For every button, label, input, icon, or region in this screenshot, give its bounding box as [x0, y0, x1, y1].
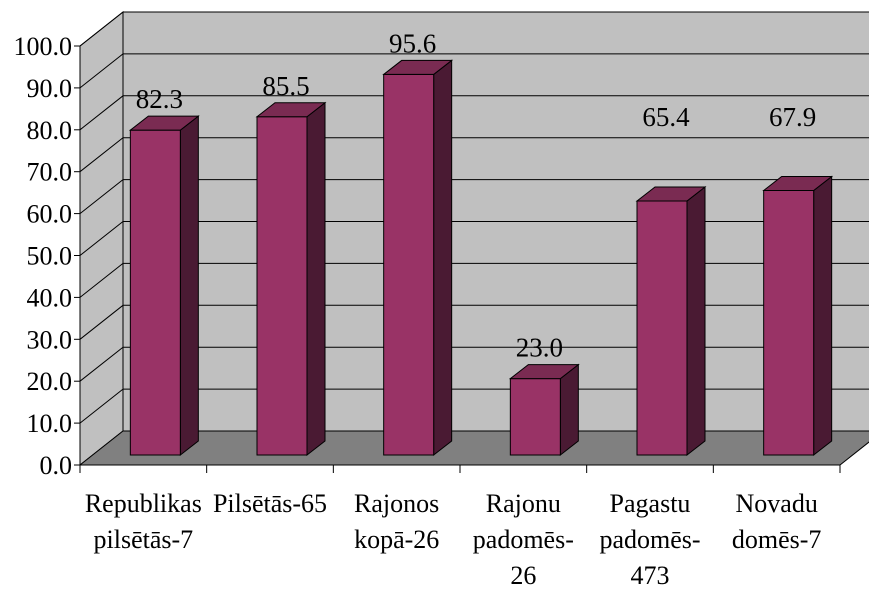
category-label: Rajonos kopā-26 — [354, 489, 439, 554]
data-label: 82.3 — [136, 84, 183, 114]
category-label-line: padomēs- — [473, 525, 574, 554]
data-label: 65.4 — [642, 102, 690, 132]
y-tick-label: 0.0 — [40, 451, 73, 480]
bar-top — [508, 364, 580, 380]
bar-front — [129, 129, 181, 456]
gridline — [79, 304, 869, 340]
gridline — [79, 262, 869, 298]
bar-top — [255, 102, 327, 118]
bar-front — [256, 116, 308, 456]
category-label-line: Rajonu — [486, 489, 561, 518]
bar-front — [763, 189, 815, 456]
bar-side — [306, 101, 326, 457]
y-tick-label: 50.0 — [27, 242, 73, 271]
category-label-line: Pilsētās-65 — [213, 489, 327, 518]
category-label-line: pilsētās-7 — [94, 525, 194, 554]
bar-front — [636, 200, 688, 456]
category-label: Novadu domēs-7 — [732, 489, 822, 554]
y-tick-label: 90.0 — [27, 74, 73, 103]
gridline — [79, 137, 869, 173]
gridline — [79, 11, 869, 47]
bar-top — [635, 186, 707, 202]
category-label-line: Pagastu — [610, 489, 691, 518]
bar-front — [509, 378, 561, 456]
y-tick-label: 10.0 — [27, 409, 73, 438]
gridline — [79, 179, 869, 214]
bar-side — [686, 185, 706, 457]
bar-front — [383, 73, 435, 456]
data-label: 67.9 — [769, 102, 816, 132]
y-tick-label: 40.0 — [27, 283, 73, 312]
bar-side — [813, 175, 833, 457]
category-label-line: 473 — [631, 561, 670, 590]
y-tick-label: 60.0 — [27, 200, 73, 229]
category-label: Republikas pilsētās-7 — [85, 489, 202, 554]
bar-series — [128, 59, 834, 457]
value-axis: 0.0 10.0 20.0 30.0 40.0 50.0 60.0 70.0 80.0 90.0 1… — [14, 32, 841, 480]
category-label: Rajonu padomēs- 26 — [473, 489, 574, 590]
bar-top — [128, 115, 200, 131]
category-label-line: padomēs- — [599, 525, 700, 554]
data-label: 95.6 — [389, 28, 436, 58]
bar-top — [382, 59, 454, 75]
data-label: 23.0 — [516, 333, 563, 363]
bar-top — [762, 175, 834, 191]
bar — [508, 363, 580, 457]
y-tick-label: 30.0 — [27, 325, 73, 354]
category-label-line: Novadu — [736, 489, 818, 518]
gridlines — [79, 11, 869, 424]
category-axis: Republikas pilsētās-7 Pilsētās-65 Rajonos ko… — [85, 489, 822, 590]
category-label-line: Rajonos — [354, 489, 439, 518]
gridline — [79, 53, 869, 89]
y-tick-label: 100.0 — [14, 32, 73, 61]
bar-side — [179, 115, 199, 457]
bar-side — [433, 59, 453, 457]
category-label-line: Republikas — [85, 489, 202, 518]
category-label-line: kopā-26 — [354, 525, 439, 554]
category-label-line: domēs-7 — [732, 525, 822, 554]
bar-side — [559, 363, 579, 457]
category-label-line: 26 — [510, 561, 536, 590]
bar — [255, 101, 327, 457]
gridline — [79, 221, 869, 256]
y-tick-label: 70.0 — [27, 158, 73, 187]
bar — [382, 59, 454, 457]
y-tick-label: 80.0 — [27, 116, 73, 145]
bar — [128, 115, 200, 457]
gridline — [79, 346, 869, 382]
data-label: 85.5 — [262, 71, 309, 101]
bar — [635, 185, 707, 457]
gridline — [79, 388, 869, 424]
category-label: Pagastu padomēs- 473 — [599, 489, 700, 590]
value-labels: 82.3 85.5 95.6 23.0 65.4 67.9 — [136, 28, 817, 362]
y-tick-label: 20.0 — [27, 367, 73, 396]
category-label: Pilsētās-65 — [213, 489, 327, 518]
gridline — [79, 95, 869, 131]
bar — [762, 175, 834, 457]
